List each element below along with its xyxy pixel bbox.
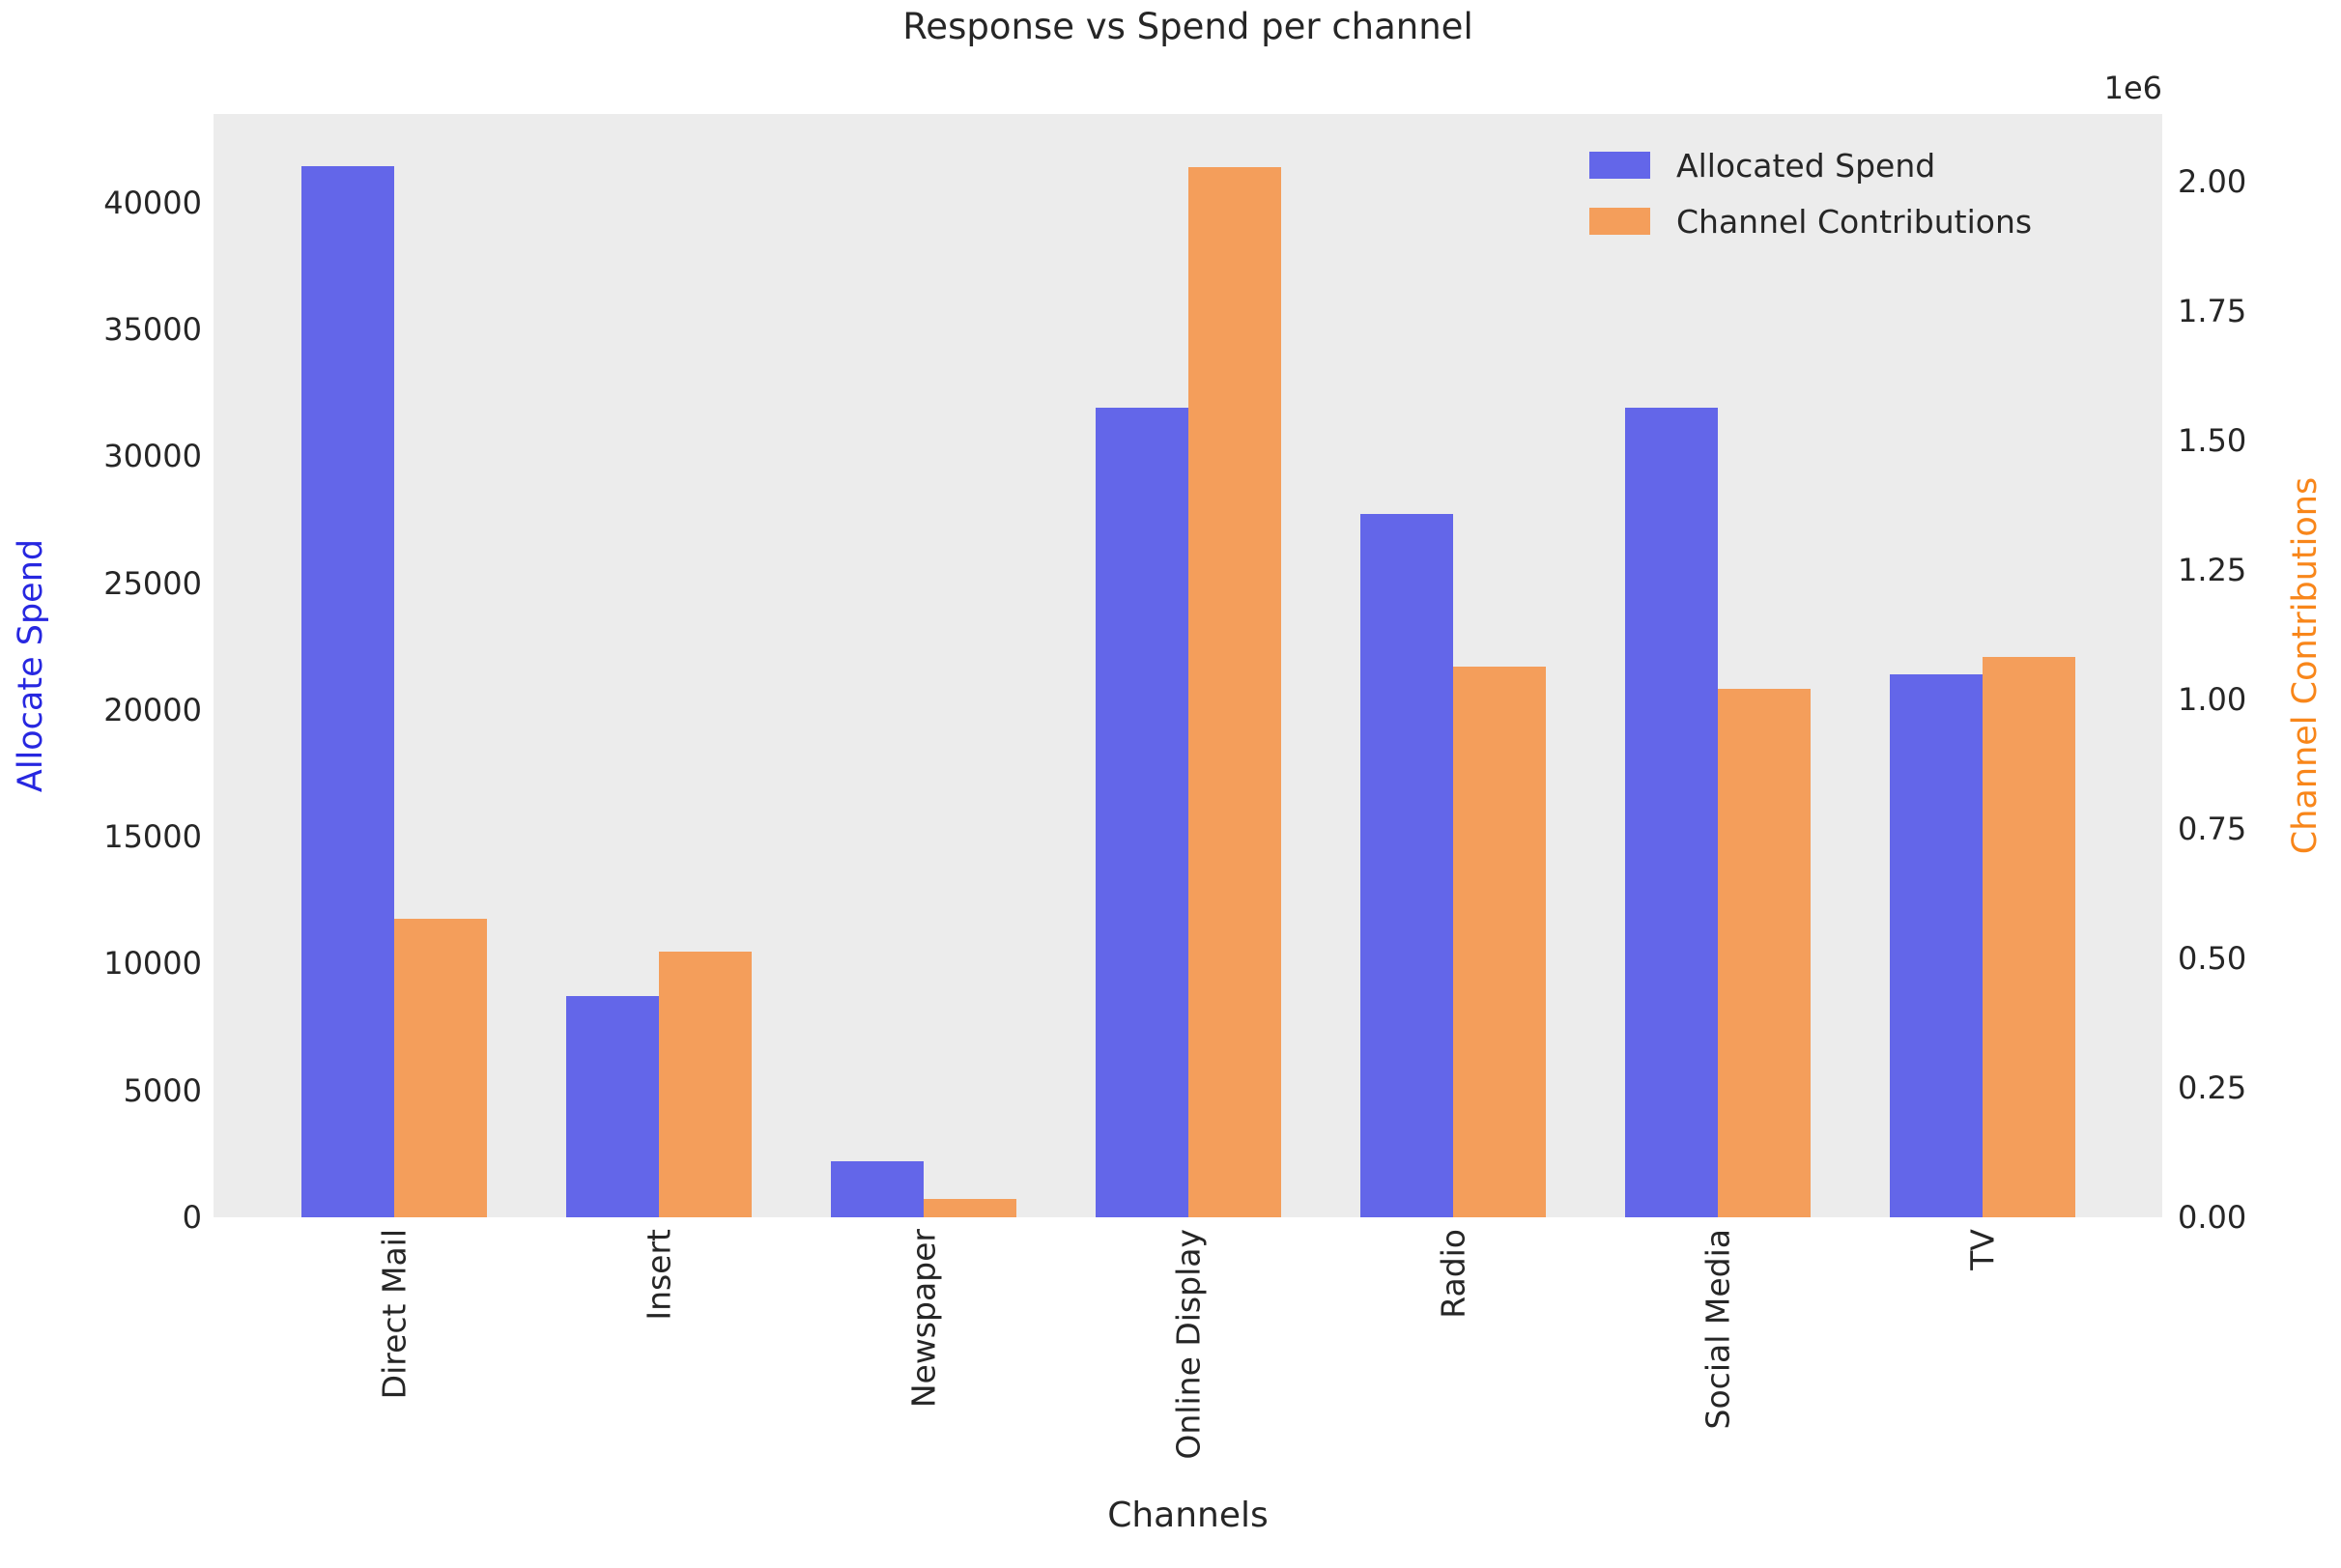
y-right-tick-0.00: 0.00	[2178, 1199, 2247, 1236]
bar-channel-contributions-online-display	[1188, 167, 1281, 1217]
legend: Allocated Spend Channel Contributions	[1589, 137, 2032, 249]
y-left-axis-label: Allocate Spend	[12, 538, 50, 793]
legend-label-allocated-spend: Allocated Spend	[1676, 146, 1936, 185]
y-left-tick-35000: 35000	[103, 311, 202, 349]
x-tick-direct-mail: Direct Mail	[375, 1229, 414, 1400]
y-left-tick-10000: 10000	[103, 945, 202, 983]
y-left-tick-20000: 20000	[103, 691, 202, 728]
y-left-tick-5000: 5000	[123, 1071, 202, 1109]
legend-label-channel-contributions: Channel Contributions	[1676, 202, 2033, 241]
bar-allocated-spend-radio	[1360, 514, 1453, 1217]
right-axis-multiplier: 1e6	[2103, 70, 2162, 106]
bar-allocated-spend-tv	[1890, 674, 1983, 1217]
y-left-tick-40000: 40000	[103, 184, 202, 221]
legend-swatch-allocated-spend	[1589, 152, 1650, 179]
y-right-tick-1.00: 1.00	[2178, 680, 2247, 718]
x-tick-social-media: Social Media	[1699, 1229, 1737, 1430]
legend-swatch-channel-contributions	[1589, 208, 1650, 235]
y-right-axis-label: Channel Contributions	[2286, 476, 2325, 855]
bar-allocated-spend-newspaper	[831, 1161, 924, 1217]
chart-title: Response vs Spend per channel	[902, 6, 1473, 47]
legend-item-channel-contributions: Channel Contributions	[1589, 193, 2032, 249]
bar-channel-contributions-insert	[659, 952, 752, 1217]
bar-allocated-spend-online-display	[1096, 408, 1188, 1217]
y-left-tick-25000: 25000	[103, 564, 202, 602]
y-right-tick-1.50: 1.50	[2178, 421, 2247, 459]
x-tick-online-display: Online Display	[1169, 1229, 1208, 1460]
plot-area: Allocated Spend Channel Contributions	[214, 114, 2162, 1217]
x-tick-insert: Insert	[640, 1229, 678, 1321]
y-right-tick-2.00: 2.00	[2178, 162, 2247, 200]
bar-channel-contributions-direct-mail	[394, 919, 487, 1217]
bar-channel-contributions-social-media	[1718, 689, 1811, 1217]
y-right-tick-0.50: 0.50	[2178, 939, 2247, 977]
y-right-tick-1.25: 1.25	[2178, 551, 2247, 588]
bar-channel-contributions-tv	[1983, 657, 2075, 1217]
x-tick-newspaper: Newspaper	[904, 1229, 943, 1409]
y-right-tick-0.75: 0.75	[2178, 810, 2247, 847]
bar-allocated-spend-insert	[566, 996, 659, 1217]
y-left-tick-30000: 30000	[103, 438, 202, 475]
y-left-tick-15000: 15000	[103, 818, 202, 856]
legend-item-allocated-spend: Allocated Spend	[1589, 137, 2032, 193]
x-tick-tv: TV	[1963, 1229, 2002, 1270]
y-right-tick-0.25: 0.25	[2178, 1069, 2247, 1106]
y-left-tick-0: 0	[182, 1199, 202, 1236]
x-axis-label: Channels	[1107, 1496, 1269, 1535]
bar-allocated-spend-direct-mail	[301, 166, 394, 1217]
bar-channel-contributions-radio	[1453, 667, 1546, 1217]
bar-allocated-spend-social-media	[1625, 408, 1718, 1217]
bar-channel-contributions-newspaper	[924, 1199, 1016, 1217]
x-tick-radio: Radio	[1434, 1229, 1472, 1319]
y-right-tick-1.75: 1.75	[2178, 292, 2247, 329]
